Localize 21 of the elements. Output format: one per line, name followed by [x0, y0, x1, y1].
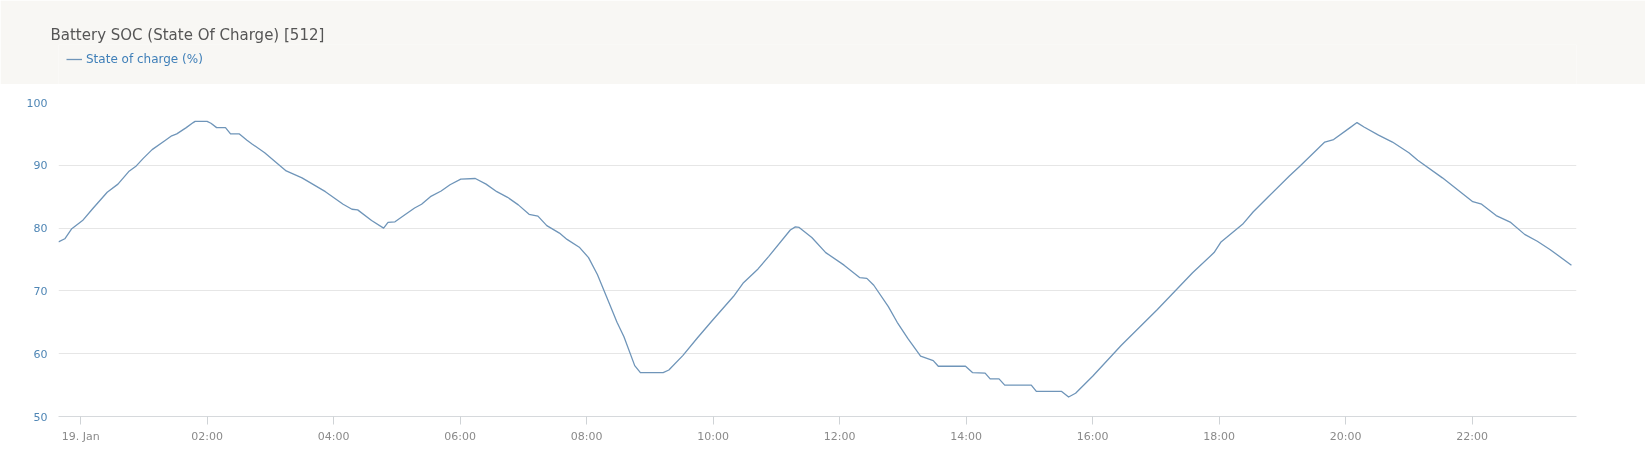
line-series — [58, 120, 1573, 398]
x-tick-label: 12:00 — [823, 429, 856, 443]
x-tick-label: 18:00 — [1203, 429, 1235, 443]
x-tick-label: 14:00 — [950, 429, 982, 443]
y-tick-label: 80 — [33, 222, 48, 236]
x-tick-label: 19. Jan — [61, 429, 100, 443]
x-tick-label: 20:00 — [1329, 429, 1362, 443]
x-tick-label: 16:00 — [1076, 429, 1109, 443]
y-tick-label: 100 — [26, 96, 48, 110]
y-tick-label: 90 — [33, 159, 48, 173]
x-tick-label: 06:00 — [444, 429, 476, 443]
chart-title: Battery SOC (State Of Charge) [512] — [50, 25, 325, 44]
x-tick-label: 04:00 — [317, 429, 350, 443]
legend-label: State of charge (%) — [86, 52, 203, 66]
y-tick-label: 60 — [33, 347, 48, 361]
y-tick-label: 70 — [33, 284, 48, 298]
x-tick-label: 08:00 — [570, 429, 603, 443]
x-tick-label: 22:00 — [1456, 429, 1488, 443]
x-tick-label: 02:00 — [191, 429, 223, 443]
y-tick-label: 50 — [33, 410, 48, 424]
x-tick-label: 10:00 — [697, 429, 729, 443]
